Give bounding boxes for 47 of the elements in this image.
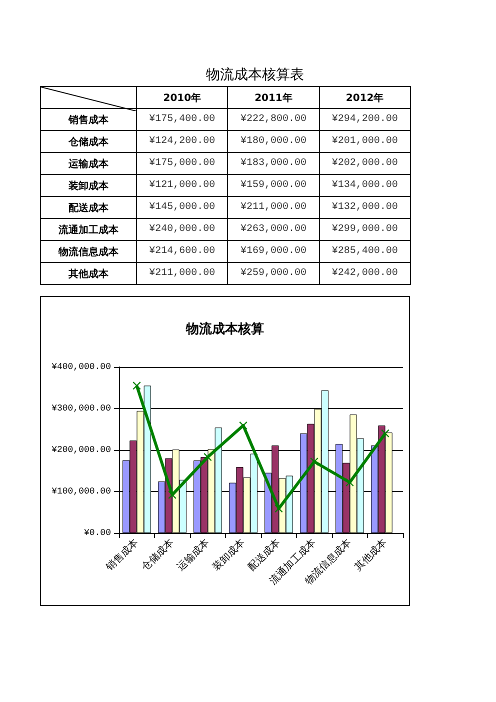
category-label: 仓储成本: [68, 136, 108, 148]
category-label: 其他成本: [68, 268, 108, 280]
text: 2012年: [319, 86, 410, 108]
text: ¥175,000.00: [136, 152, 228, 174]
text: ¥145,000.00: [136, 196, 228, 218]
y-tick-label: ¥100,000.00: [52, 486, 111, 496]
category-label: 流通加工成本: [58, 224, 118, 236]
category-label: 物流信息成本: [58, 246, 118, 258]
text: ¥263,000.00: [228, 218, 320, 240]
category-label: 销售成本: [68, 114, 108, 126]
x-tick-label: 装卸成本: [210, 536, 248, 574]
text: ¥299,000.00: [319, 218, 410, 240]
text: ¥285,400.00: [319, 240, 410, 262]
text: ¥183,000.00: [228, 152, 320, 174]
text: ¥214,600.00: [136, 240, 228, 262]
text: ¥294,200.00: [319, 108, 410, 130]
text: ¥240,000.00: [136, 218, 228, 240]
text: ¥175,400.00: [136, 108, 228, 130]
text: ¥211,000.00: [136, 262, 228, 284]
chart-title: 物流成本核算表: [205, 66, 305, 84]
y-tick-label: ¥300,000.00: [52, 404, 111, 414]
text: 2010年: [136, 86, 228, 108]
text: ¥222,800.00: [228, 108, 320, 130]
text: ¥169,000.00: [228, 240, 320, 262]
text: ¥242,000.00: [319, 262, 410, 284]
text: ¥202,000.00: [319, 152, 410, 174]
text: ¥121,000.00: [136, 174, 228, 196]
text: ¥159,000.00: [228, 174, 320, 196]
text: ¥132,000.00: [319, 196, 410, 218]
category-label: 配送成本: [68, 202, 108, 214]
category-label: 运输成本: [68, 158, 108, 170]
text: ¥180,000.00: [228, 130, 320, 152]
x-tick-label: 仓储成本: [139, 536, 176, 574]
text: ¥259,000.00: [228, 262, 320, 284]
x-tick-label: 其他成本: [352, 536, 390, 574]
y-tick-label: ¥200,000.00: [52, 445, 111, 455]
x-tick-label: 运输成本: [174, 536, 212, 574]
text: ¥134,000.00: [319, 174, 410, 196]
category-label: 装卸成本: [68, 180, 108, 192]
y-tick-label: ¥0.00: [84, 528, 111, 538]
text: 2011年: [228, 86, 320, 108]
text: ¥211,000.00: [228, 196, 320, 218]
chart-subtitle: 物流成本核算: [185, 321, 264, 336]
text: ¥124,200.00: [136, 130, 228, 152]
text: ¥201,000.00: [319, 130, 410, 152]
y-tick-label: ¥400,000.00: [52, 362, 111, 372]
x-tick-label: 销售成本: [103, 536, 141, 574]
